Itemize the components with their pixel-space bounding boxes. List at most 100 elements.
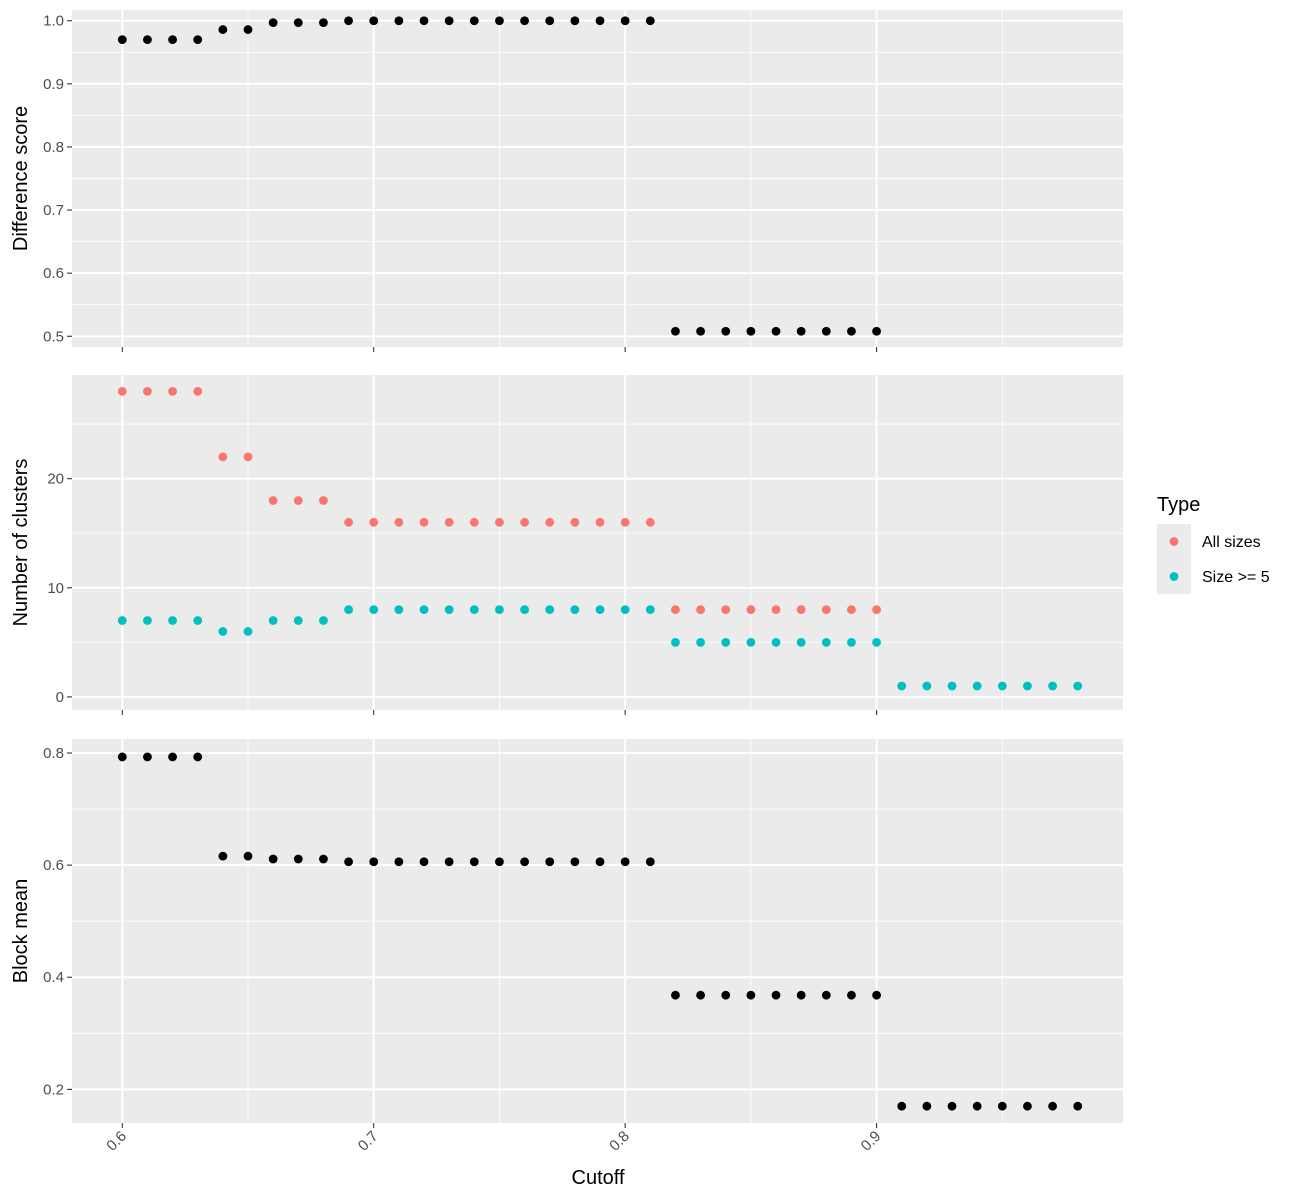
panel-background [72,739,1123,1123]
panels-layer: 0.5 0.6 0.7 0.8 0.9 1.0 Difference score 0 10 20 N… [10,10,1123,1155]
x-axis-title: Cutoff [572,1167,625,1189]
legend-title: Type [1157,494,1200,516]
data-point [168,752,177,762]
data-point [243,452,253,462]
data-point [746,326,756,336]
data-point [293,854,303,864]
data-point [620,857,630,867]
data-point [645,605,655,615]
data-point [847,637,856,647]
y-tick-label: 0.8 [43,745,64,762]
y-tick-label: 0.6 [43,857,64,874]
y-tick-label: 0.7 [43,202,64,219]
data-point [444,605,454,615]
data-point [419,16,429,26]
panel-background [72,375,1123,710]
data-point [168,386,177,396]
y-tick-label: 10 [47,580,64,597]
y-axis-title: Block mean [10,879,32,984]
data-point [872,990,881,1000]
y-tick-label: 0.9 [43,76,64,93]
data-point [721,326,731,336]
data-point [721,637,731,647]
data-point [520,517,529,527]
data-point [419,517,429,527]
data-point [821,326,831,336]
data-point [293,616,303,625]
data-point [369,517,379,527]
data-point [243,25,253,34]
data-point [696,326,705,336]
data-point [570,16,580,26]
data-point [344,16,353,26]
data-point [620,605,630,615]
data-point [469,605,479,615]
data-point [721,990,731,1000]
data-point [696,605,705,615]
data-point [243,627,253,636]
data-point [671,990,680,1000]
data-point [143,386,152,396]
data-point [671,326,680,336]
data-point [595,517,605,527]
data-point [620,517,630,527]
data-point [997,1101,1007,1111]
data-point [168,616,177,625]
data-point [897,681,907,691]
data-point [1023,1101,1032,1111]
data-point [193,35,203,45]
data-point [545,517,555,527]
data-point [117,616,127,625]
data-point [847,326,856,336]
data-point [922,1101,932,1111]
data-point [1073,1101,1083,1111]
data-point [595,16,605,26]
data-point [620,16,630,26]
data-point [671,637,680,647]
data-point [469,16,479,26]
panel-1: 0.5 0.6 0.7 0.8 0.9 1.0 Difference score [10,10,1123,352]
data-point [746,637,756,647]
data-point [872,605,881,615]
data-point [1073,681,1083,691]
data-point [821,605,831,615]
data-point [972,681,982,691]
data-point [143,752,152,762]
data-point [997,681,1007,691]
data-point [344,605,353,615]
data-point [947,1101,957,1111]
data-point [671,605,680,615]
data-point [469,857,479,867]
data-point [696,990,705,1000]
data-point [268,616,278,625]
data-point [193,386,203,396]
data-point [821,990,831,1000]
data-point [972,1101,982,1111]
y-tick-label: 0.4 [43,969,64,986]
data-point [444,517,454,527]
data-point [268,18,278,28]
data-point [218,851,228,861]
data-point [319,496,328,505]
data-point [394,857,404,867]
data-point [419,605,429,615]
panel-2: 0 10 20 Number of clusters [10,375,1123,715]
data-point [570,857,580,867]
data-point [947,681,957,691]
data-point [218,25,228,34]
y-tick-label: 0 [56,689,64,706]
data-point [193,752,203,762]
data-point [746,605,756,615]
data-point [143,35,152,45]
data-point [545,605,555,615]
data-point [520,605,529,615]
data-point [117,35,127,45]
y-tick-label: 1.0 [43,13,64,30]
data-point [469,517,479,527]
y-tick-label: 0.8 [43,139,64,156]
series-2 [117,605,1083,691]
series-1 [117,386,881,615]
data-point [394,605,404,615]
data-point [872,637,881,647]
